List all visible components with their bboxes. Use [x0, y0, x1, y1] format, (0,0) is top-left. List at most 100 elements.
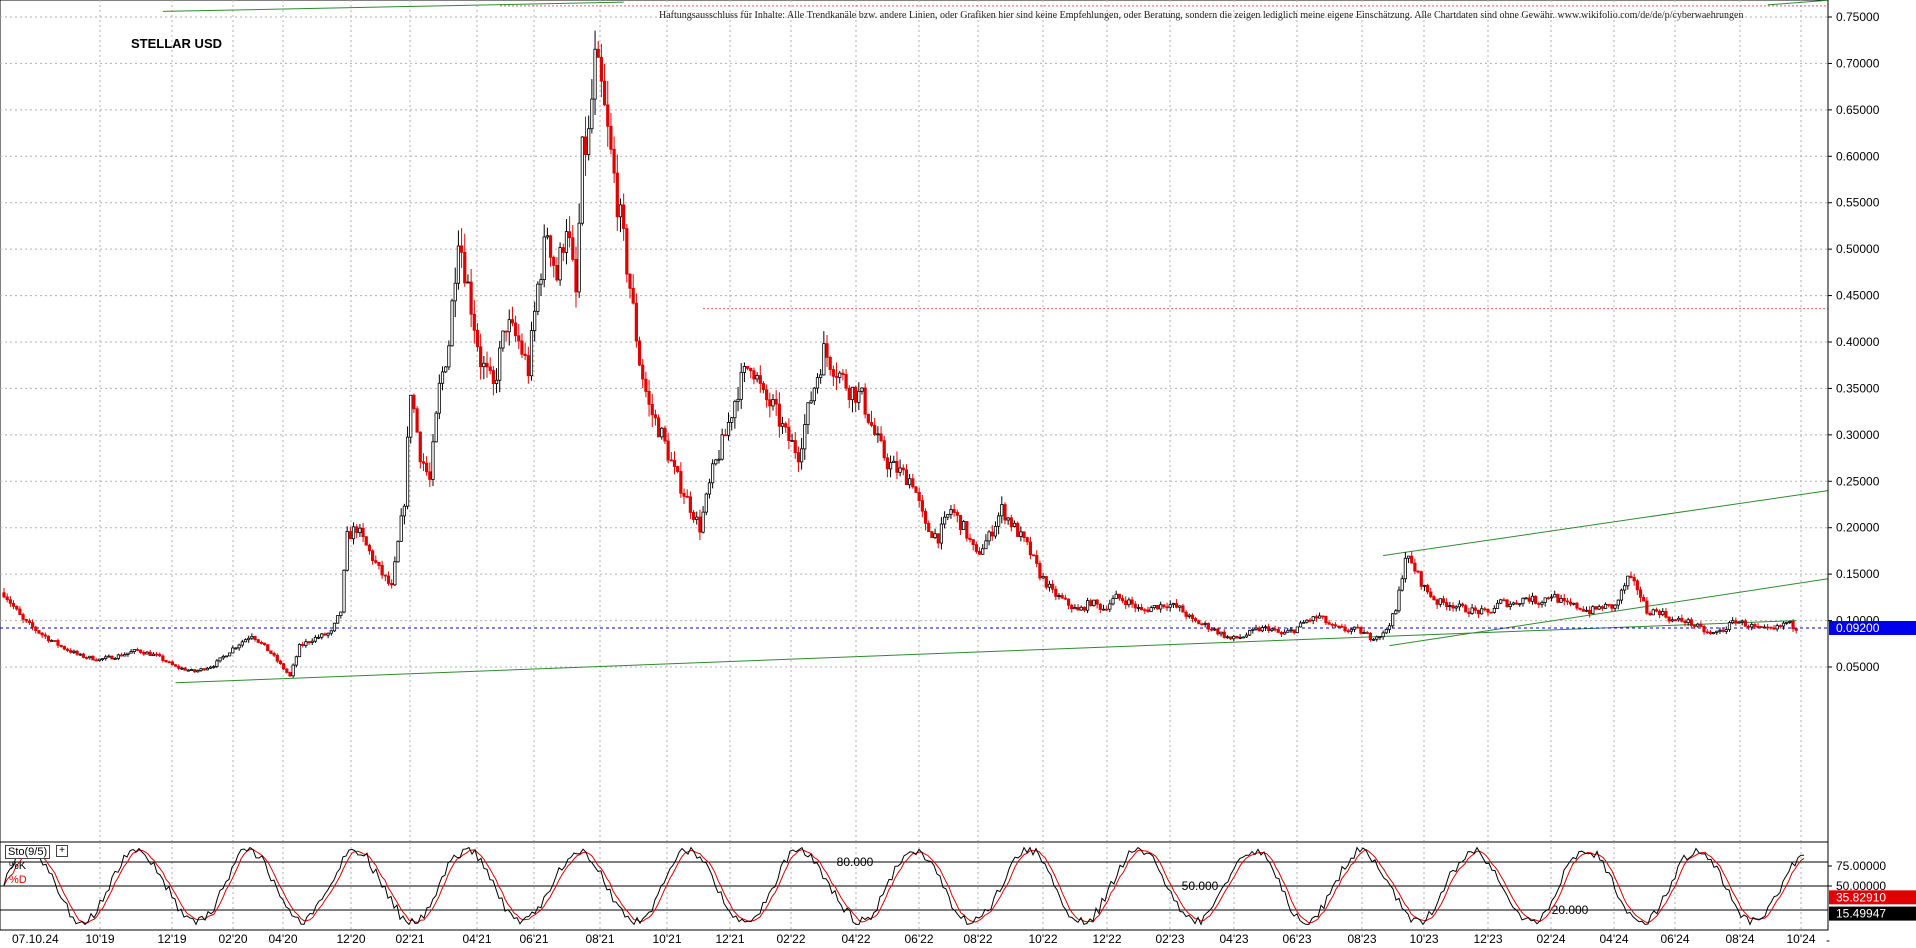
candle-body [1588, 609, 1592, 615]
candle-body [1184, 611, 1188, 617]
candle-body [1031, 554, 1036, 557]
stochastic-label[interactable]: Sto(9/5) [5, 845, 51, 859]
candle [180, 666, 184, 671]
candle [790, 433, 794, 442]
candle [288, 671, 292, 677]
candle-body [440, 371, 445, 384]
candle-body [1384, 628, 1388, 634]
candle [755, 372, 759, 383]
candle [526, 346, 530, 384]
candle [1435, 598, 1439, 609]
candle-body [1375, 636, 1379, 640]
time-gridlines [99, 0, 1802, 842]
candle [888, 455, 893, 478]
candle [1492, 605, 1496, 614]
candle-body [901, 467, 905, 471]
candle [637, 336, 642, 367]
candle [154, 652, 159, 657]
candle-body [119, 654, 124, 657]
candle-body [1060, 595, 1064, 599]
current-price-box [1829, 621, 1916, 635]
candle [1273, 625, 1277, 632]
candle [612, 136, 616, 183]
candle [316, 634, 321, 640]
candle-body [240, 641, 244, 646]
candle-body [1759, 626, 1763, 628]
candle-body [711, 463, 715, 484]
candle-body [139, 649, 143, 653]
candle-body [1273, 628, 1277, 631]
candle [831, 365, 835, 387]
candle-body [828, 356, 832, 370]
candle-body [215, 660, 219, 667]
trendline [175, 620, 1797, 684]
candle [1553, 590, 1557, 598]
candle [587, 115, 591, 161]
candle [1451, 602, 1455, 612]
candle-body [1035, 554, 1039, 564]
candle [1635, 579, 1639, 595]
candle [1727, 620, 1732, 632]
candle-body [1241, 636, 1245, 639]
candle-body [253, 636, 257, 641]
candle-body [1108, 603, 1112, 610]
candle-body [955, 512, 959, 516]
candle-body [1140, 607, 1144, 611]
candle [228, 652, 232, 657]
candle-body [1003, 504, 1007, 521]
candle [1505, 598, 1509, 608]
candle-body [695, 516, 699, 520]
candle [676, 465, 680, 474]
candle-body [1788, 621, 1792, 623]
candle-body [364, 536, 368, 546]
candle [297, 643, 302, 658]
candle-body [1044, 576, 1048, 588]
price-tick-label: 0.55000 [1836, 196, 1880, 210]
candle [167, 660, 171, 664]
candle [1508, 601, 1512, 610]
candle-body [857, 390, 861, 403]
candle-body [507, 319, 511, 333]
stochastic-k-value: 35.82910 [1836, 890, 1886, 904]
plus-icon[interactable]: + [56, 845, 68, 857]
candle [1670, 616, 1674, 623]
candle-body [822, 343, 826, 376]
candle [1445, 598, 1449, 611]
candle [609, 112, 613, 155]
candle-body [97, 658, 101, 661]
candle [812, 387, 816, 405]
candle [1657, 609, 1662, 619]
candle-body [977, 551, 982, 555]
price-tick-label: 0.20000 [1836, 521, 1880, 535]
candle [285, 668, 289, 674]
candle [329, 629, 333, 636]
candle [1178, 605, 1182, 612]
axis-scroll-arrow[interactable]: - [1826, 933, 1830, 947]
candle-body [1594, 606, 1598, 610]
candle-body [838, 372, 842, 378]
candle-body [873, 424, 877, 435]
candle [1117, 593, 1121, 601]
candle-body [1041, 576, 1045, 579]
candle [583, 116, 588, 177]
candle [965, 521, 969, 542]
candle-body [1483, 608, 1487, 611]
candle-body [320, 633, 324, 638]
candle [447, 340, 451, 371]
stochastic-tick-label: 50.00000 [1836, 879, 1886, 893]
candle [847, 385, 851, 409]
candle [873, 418, 877, 437]
candle [1775, 623, 1779, 632]
candle [310, 638, 314, 645]
candle [1756, 623, 1760, 629]
candle-body [1047, 583, 1052, 588]
candle-body [164, 660, 168, 663]
candle [412, 393, 416, 413]
candle [761, 381, 766, 394]
candle [1616, 599, 1620, 610]
candle [533, 301, 537, 342]
trendline [162, 1, 624, 12]
stochastic-d-value: 15.49947 [1836, 907, 1886, 921]
candle [1082, 606, 1087, 613]
candle [777, 392, 781, 438]
